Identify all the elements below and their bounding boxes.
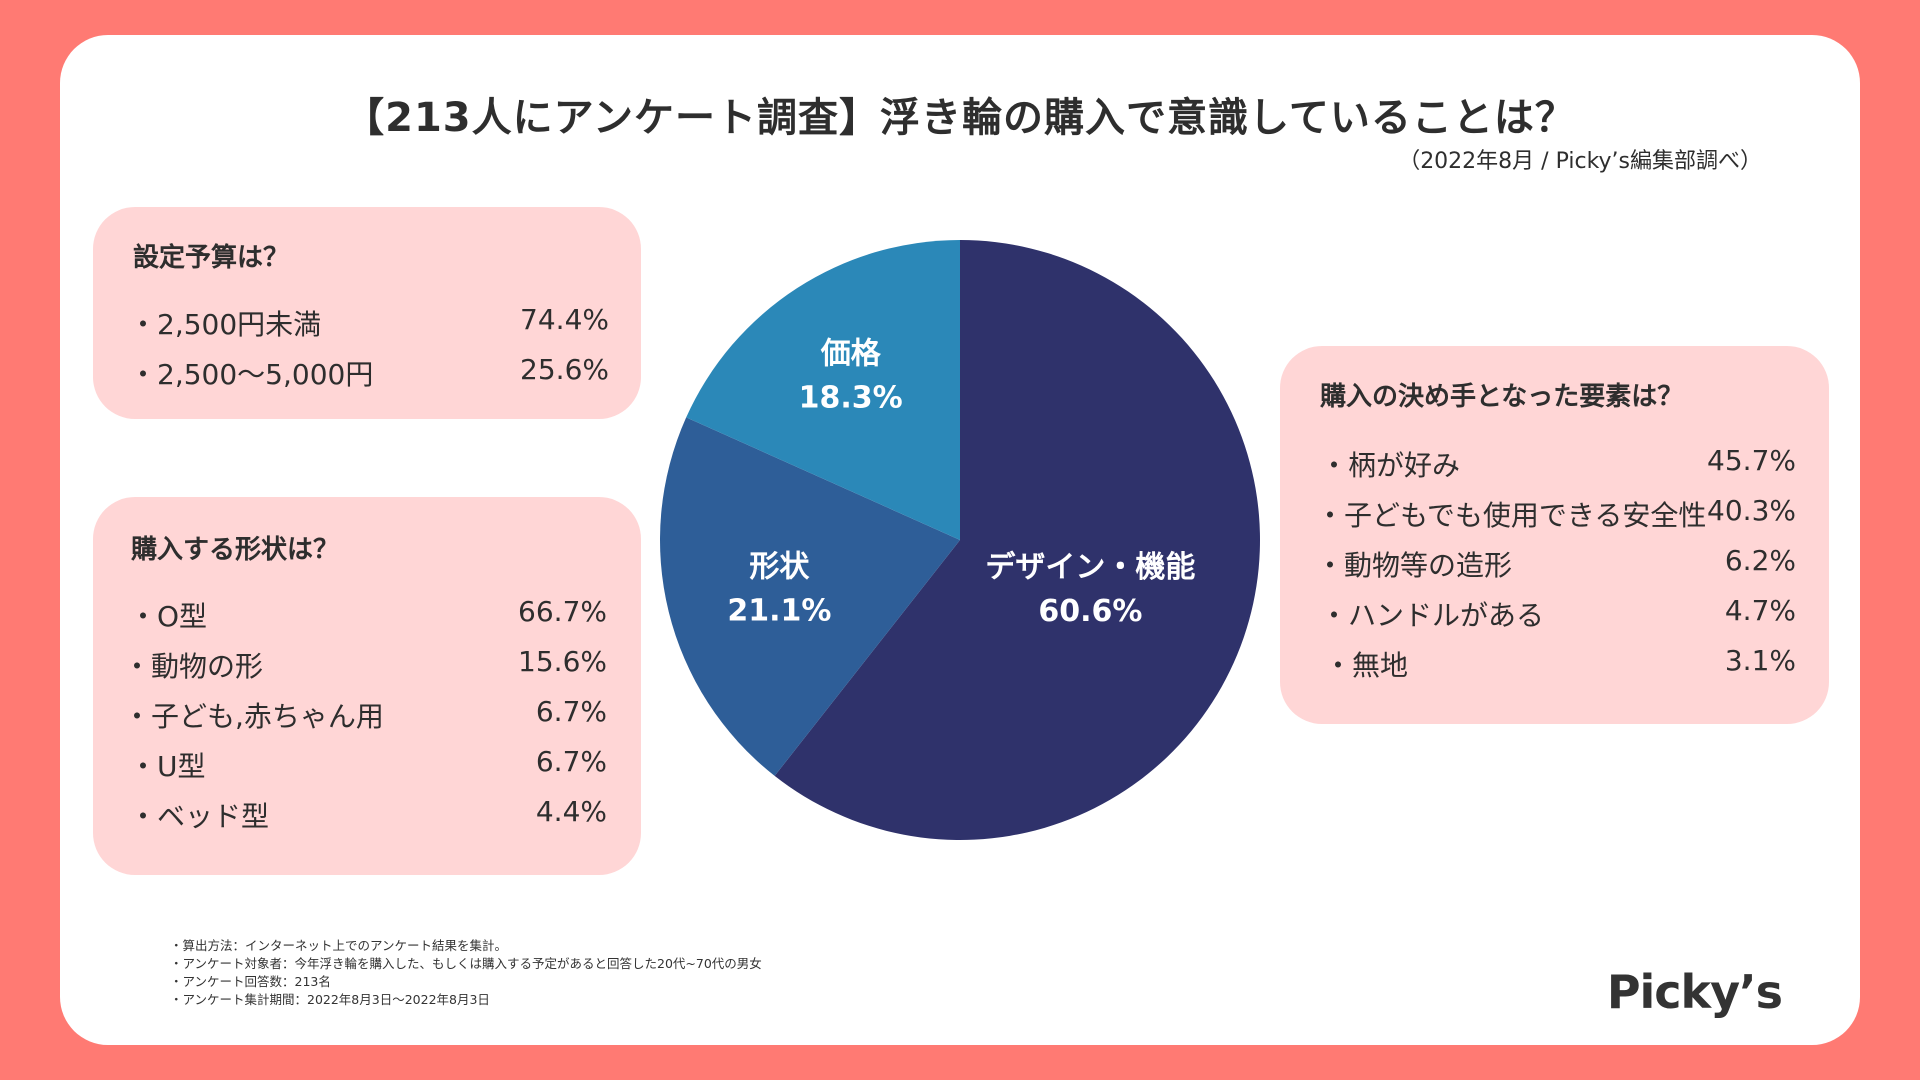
pie-svg: デザイン・機能 60.6% 形状 21.1% 価格 18.3% bbox=[660, 240, 1260, 840]
budget-heading: 設定予算は？ bbox=[133, 243, 290, 273]
pie-slice-value: 21.1% bbox=[727, 594, 831, 629]
item-label: ・ベッド型 bbox=[129, 800, 270, 833]
item-value: 66.7% bbox=[518, 595, 607, 628]
pie-slice-value: 60.6% bbox=[1038, 594, 1142, 629]
item-label: ・U型 bbox=[129, 750, 206, 783]
footnote: ・アンケート対象者：今年浮き輪を購入した、もしくは購入する予定があると回答した2… bbox=[170, 956, 762, 971]
footnotes: ・算出方法：インターネット上でのアンケート結果を集計。 ・アンケート対象者：今年… bbox=[170, 937, 762, 1009]
item-label: ・子どもでも使用できる安全性 bbox=[1316, 499, 1707, 532]
pie-slice-label: 形状 bbox=[749, 550, 810, 585]
pie-slice-label: デザイン・機能 bbox=[985, 550, 1195, 585]
item-value: 40.3% bbox=[1707, 494, 1796, 527]
item-value: 15.6% bbox=[518, 645, 607, 678]
list-item: ・U型 6.7% bbox=[129, 745, 607, 785]
item-label: ・ハンドルがある bbox=[1320, 599, 1545, 632]
list-item: ・2,500〜5,000円 25.6% bbox=[129, 353, 609, 393]
item-label: ・子ども,赤ちゃん用 bbox=[123, 700, 384, 733]
factor-heading: 購入の決め手となった要素は？ bbox=[1320, 382, 1684, 412]
item-value: 3.1% bbox=[1724, 644, 1796, 677]
list-item: ・ハンドルがある 4.7% bbox=[1320, 594, 1796, 634]
shape-box: 購入する形状は？ ・O型 66.7% ・動物の形 15.6% ・子ども,赤ちゃん… bbox=[93, 497, 641, 875]
list-item: ・ベッド型 4.4% bbox=[129, 795, 607, 835]
pie-slice-label: 価格 bbox=[820, 336, 882, 371]
item-value: 6.2% bbox=[1724, 544, 1796, 577]
list-item: ・2,500円未満 74.4% bbox=[129, 303, 609, 343]
item-value: 6.7% bbox=[535, 695, 607, 728]
list-item: ・動物の形 15.6% bbox=[123, 645, 607, 685]
item-label: ・動物の形 bbox=[123, 650, 264, 683]
item-label: ・O型 bbox=[129, 600, 208, 633]
item-label: ・柄が好み bbox=[1320, 449, 1461, 482]
brand-logo: Picky’s bbox=[1606, 965, 1783, 1019]
footnote: ・算出方法：インターネット上でのアンケート結果を集計。 bbox=[170, 938, 508, 953]
pie-chart: デザイン・機能 60.6% 形状 21.1% 価格 18.3% bbox=[655, 235, 1265, 845]
pie-slice-value: 18.3% bbox=[799, 380, 903, 415]
budget-box: 設定予算は？ ・2,500円未満 74.4% ・2,500〜5,000円 25.… bbox=[93, 207, 641, 419]
item-value: 74.4% bbox=[520, 303, 609, 336]
pie-slice bbox=[686, 240, 960, 540]
factor-box: 購入の決め手となった要素は？ ・柄が好み 45.7% ・子どもでも使用できる安全… bbox=[1280, 346, 1829, 724]
list-item: ・柄が好み 45.7% bbox=[1320, 444, 1796, 484]
list-item: ・子ども,赤ちゃん用 6.7% bbox=[123, 695, 607, 735]
list-item: ・子どもでも使用できる安全性 40.3% bbox=[1316, 494, 1796, 534]
item-value: 6.7% bbox=[535, 745, 607, 778]
pie-slice bbox=[774, 240, 1260, 840]
item-label: ・2,500円未満 bbox=[129, 308, 322, 341]
item-label: ・動物等の造形 bbox=[1316, 549, 1513, 582]
footnote: ・アンケート回答数：213名 bbox=[170, 974, 331, 989]
page-subtitle: （2022年8月 / Picky’s編集部調べ） bbox=[1398, 149, 1762, 174]
shape-heading: 購入する形状は？ bbox=[131, 535, 340, 565]
page-title: 【213人にアンケート調査】浮き輪の購入で意識していることは？ bbox=[344, 95, 1576, 141]
item-value: 4.7% bbox=[1724, 594, 1796, 627]
footnote: ・アンケート集計期間：2022年8月3日〜2022年8月3日 bbox=[170, 992, 490, 1007]
item-value: 25.6% bbox=[520, 353, 609, 386]
pie-slice bbox=[660, 417, 960, 776]
item-label: ・2,500〜5,000円 bbox=[129, 358, 374, 391]
list-item: ・動物等の造形 6.2% bbox=[1316, 544, 1796, 584]
list-item: ・無地 3.1% bbox=[1324, 644, 1796, 684]
item-value: 45.7% bbox=[1707, 444, 1796, 477]
list-item: ・O型 66.7% bbox=[129, 595, 607, 635]
item-value: 4.4% bbox=[535, 795, 607, 828]
item-label: ・無地 bbox=[1324, 649, 1409, 682]
